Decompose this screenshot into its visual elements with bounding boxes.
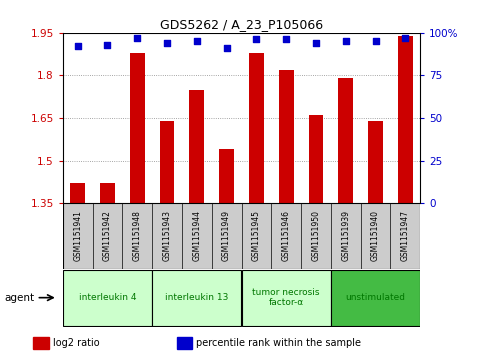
Bar (249, 53, 264, 203)
Text: tumor necrosis
factor-α: tumor necrosis factor-α (253, 288, 320, 307)
Text: unstimulated: unstimulated (345, 293, 406, 302)
Point (253, 37, 260, 42)
Text: interleukin 4: interleukin 4 (79, 293, 136, 302)
Bar (219, 149, 234, 203)
Text: GSM1151949: GSM1151949 (222, 211, 231, 261)
Text: GSM1151942: GSM1151942 (103, 211, 112, 261)
Text: GSM1151945: GSM1151945 (252, 211, 261, 261)
Text: GSM1151948: GSM1151948 (133, 211, 142, 261)
Bar (189, 90, 204, 203)
Text: GSM1151943: GSM1151943 (163, 211, 171, 261)
Bar (309, 115, 324, 203)
Bar (159, 121, 174, 203)
Text: GSM1151950: GSM1151950 (312, 211, 320, 261)
Text: GSM1151939: GSM1151939 (341, 211, 350, 261)
Bar (242, 270, 331, 326)
Bar (152, 270, 242, 326)
Point (372, 38, 380, 44)
Point (163, 40, 171, 46)
Text: interleukin 13: interleukin 13 (165, 293, 228, 302)
Text: GSM1151946: GSM1151946 (282, 211, 291, 261)
Bar (368, 121, 383, 203)
Title: GDS5262 / A_23_P105066: GDS5262 / A_23_P105066 (160, 19, 323, 32)
Point (223, 45, 230, 51)
Point (104, 42, 112, 48)
Bar (63, 270, 152, 326)
Bar (177, 337, 192, 349)
Bar (70, 183, 85, 203)
Text: agent: agent (5, 293, 35, 303)
Point (401, 35, 409, 41)
Text: percentile rank within the sample: percentile rank within the sample (196, 338, 361, 348)
Point (282, 37, 290, 42)
Point (342, 38, 350, 44)
Text: log2 ratio: log2 ratio (53, 338, 99, 348)
Bar (33, 337, 48, 349)
Text: GSM1151941: GSM1151941 (73, 211, 82, 261)
Point (193, 38, 201, 44)
Point (133, 35, 141, 41)
Text: GSM1151944: GSM1151944 (192, 211, 201, 261)
Text: GSM1151940: GSM1151940 (371, 211, 380, 261)
Bar (130, 53, 145, 203)
Bar (398, 36, 413, 203)
Bar (338, 78, 353, 203)
Point (312, 40, 320, 46)
Point (74, 44, 82, 49)
Text: GSM1151947: GSM1151947 (401, 211, 410, 261)
Bar (279, 70, 294, 203)
Bar (100, 183, 115, 203)
Bar (331, 270, 420, 326)
